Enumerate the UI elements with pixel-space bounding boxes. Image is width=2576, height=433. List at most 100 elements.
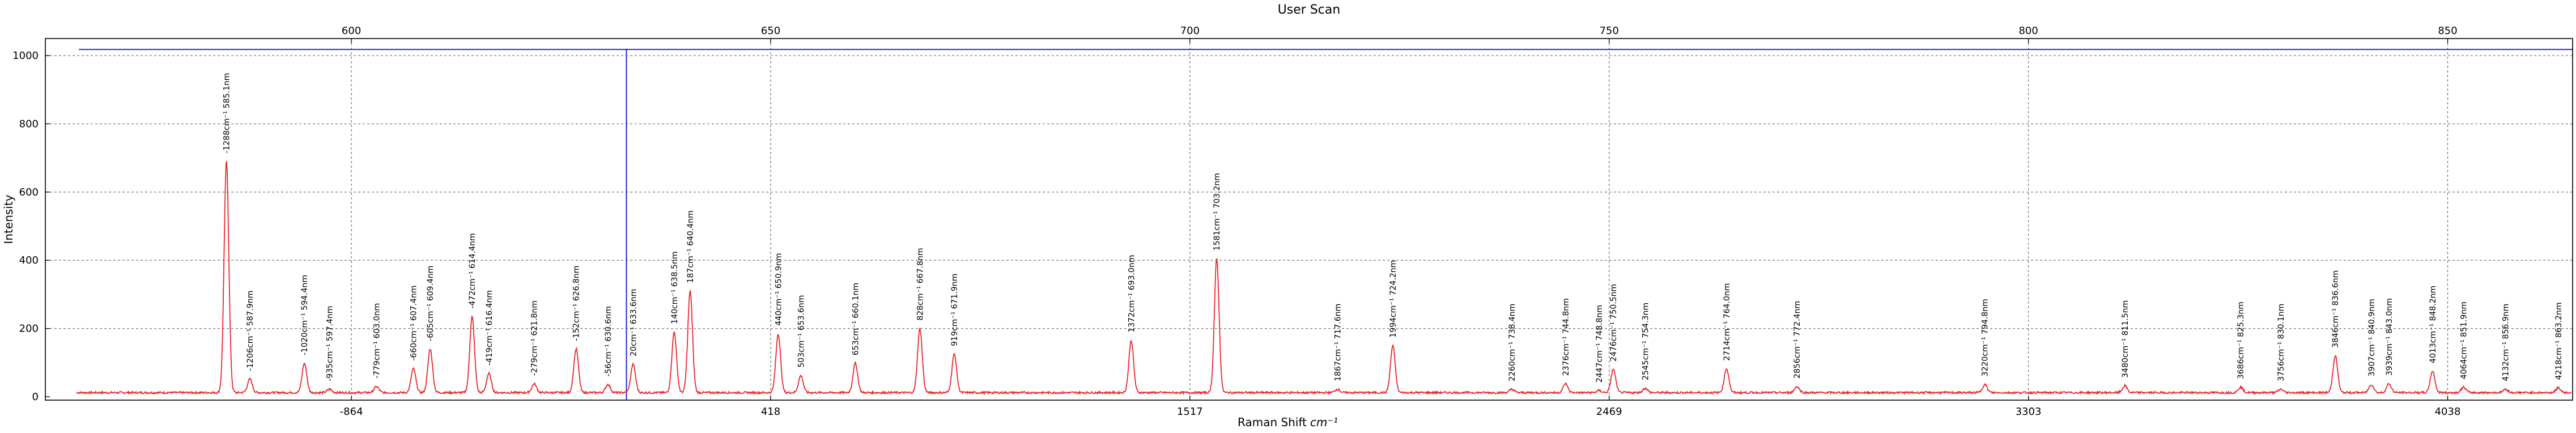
peak-label: 4132cm⁻¹ 856.9nm xyxy=(2502,304,2511,381)
peak-shift: 2856cm⁻¹ xyxy=(1793,337,1802,379)
peak-wavelength: 594.4nm xyxy=(300,275,309,311)
peak-wavelength: 772.4nm xyxy=(1793,301,1802,337)
bottom-axis-tick-label: 3303 xyxy=(2016,406,2042,418)
peak-wavelength: 825.3nm xyxy=(2237,302,2246,337)
peak-label: 2545cm⁻¹ 754.3nm xyxy=(1641,303,1650,380)
peak-shift: 3480cm⁻¹ xyxy=(2121,336,2130,377)
peak-shift: 2476cm⁻¹ xyxy=(1609,319,1618,361)
peak-wavelength: 840.9nm xyxy=(2367,299,2377,334)
peak-label: 20cm⁻¹ 633.6nm xyxy=(629,289,638,356)
peak-label: -472cm⁻¹ 614.4nm xyxy=(468,233,477,308)
peak-label: 1867cm⁻¹ 717.6nm xyxy=(1333,304,1342,381)
peak-shift: 140cm⁻¹ xyxy=(670,287,679,324)
peak-shift: -152cm⁻¹ xyxy=(572,301,581,341)
x-axis-label: Raman Shift xyxy=(1238,415,1307,429)
peak-wavelength: 633.6nm xyxy=(629,289,638,325)
peak-shift: 3686cm⁻¹ xyxy=(2237,337,2246,379)
peak-shift: -1288cm⁻¹ xyxy=(223,108,232,153)
top-axis-tick-label: 600 xyxy=(342,25,361,37)
peak-label: 2447cm⁻¹ 748.8nm xyxy=(1595,305,1604,383)
peak-label: 187cm⁻¹ 640.4nm xyxy=(686,210,695,283)
peak-label: 3846cm⁻¹ 836.6nm xyxy=(2331,270,2340,348)
peak-shift: -419cm⁻¹ xyxy=(485,325,494,366)
peak-wavelength: 703.2nm xyxy=(1213,173,1222,209)
peak-label: 1372cm⁻¹ 693.0nm xyxy=(1127,255,1136,333)
y-axis-label: Intensity xyxy=(2,194,15,244)
peak-label: 3939cm⁻¹ 843.0nm xyxy=(2385,298,2394,376)
peak-wavelength: 630.6nm xyxy=(604,306,613,342)
peak-wavelength: 851.9nm xyxy=(2460,302,2469,337)
peak-shift: 3939cm⁻¹ xyxy=(2385,334,2394,376)
peak-wavelength: 650.9nm xyxy=(774,253,783,289)
peak-label: 3686cm⁻¹ 825.3nm xyxy=(2237,302,2246,379)
peak-shift: -279cm⁻¹ xyxy=(530,336,539,376)
bottom-axis-tick-label: 418 xyxy=(761,406,780,418)
peak-wavelength: 671.9nm xyxy=(950,274,959,309)
bottom-axis-tick-label: 1517 xyxy=(1177,406,1203,418)
peak-shift: 4064cm⁻¹ xyxy=(2460,337,2469,379)
peak-label: -1206cm⁻¹ 587.9nm xyxy=(246,291,255,371)
peak-shift: 3220cm⁻¹ xyxy=(1981,334,1990,376)
peak-shift: 2447cm⁻¹ xyxy=(1595,341,1604,383)
peak-wavelength: 609.4nm xyxy=(426,266,435,302)
peak-wavelength: 616.4nm xyxy=(485,290,494,326)
y-axis-tick-label: 400 xyxy=(19,254,39,266)
peak-wavelength: 717.6nm xyxy=(1333,304,1342,339)
peak-wavelength: 738.4nm xyxy=(1508,304,1517,339)
peak-labels: -1288cm⁻¹ 585.1nm -1206cm⁻¹ 587.9nm -1020c… xyxy=(223,73,2564,383)
peak-label: 503cm⁻¹ 653.6nm xyxy=(797,295,806,368)
peak-shift: 2260cm⁻¹ xyxy=(1508,339,1517,381)
bottom-axis-tick-label: 2469 xyxy=(1596,406,1622,418)
peak-shift: 919cm⁻¹ xyxy=(950,309,959,346)
peak-wavelength: 638.5nm xyxy=(670,252,679,287)
peak-label: 3907cm⁻¹ 840.9nm xyxy=(2367,299,2377,376)
peak-wavelength: 848.2nm xyxy=(2429,286,2438,321)
peak-wavelength: 830.1nm xyxy=(2277,304,2286,339)
peak-wavelength: 794.8nm xyxy=(1981,299,1990,334)
peak-label: 828cm⁻¹ 667.8nm xyxy=(916,248,925,320)
bottom-axis-tick-label: 4038 xyxy=(2435,406,2461,418)
peak-wavelength: 660.1nm xyxy=(851,283,860,319)
peak-label: 3220cm⁻¹ 794.8nm xyxy=(1981,299,1990,376)
peak-label: 140cm⁻¹ 638.5nm xyxy=(670,252,679,324)
peak-wavelength: 587.9nm xyxy=(246,291,255,326)
peak-shift: -779cm⁻¹ xyxy=(373,338,382,379)
y-axis-tick-label: 800 xyxy=(19,118,39,130)
top-axis-tick-label: 750 xyxy=(1600,25,1619,37)
peak-label: 4218cm⁻¹ 863.2nm xyxy=(2554,302,2564,380)
peak-shift: 187cm⁻¹ xyxy=(686,246,695,283)
chart-title: User Scan xyxy=(1278,3,1341,17)
peak-shift: 4132cm⁻¹ xyxy=(2502,339,2511,381)
peak-wavelength: 748.8nm xyxy=(1595,305,1604,341)
peak-wavelength: 693.0nm xyxy=(1127,255,1136,291)
bottom-axis-tick-label: -864 xyxy=(340,406,363,418)
peak-wavelength: 724.2nm xyxy=(1389,260,1398,296)
peak-label: 440cm⁻¹ 650.9nm xyxy=(774,253,783,326)
peak-shift: 2714cm⁻¹ xyxy=(1723,319,1732,360)
peak-wavelength: 744.8nm xyxy=(1562,298,1571,334)
peak-shift: 3846cm⁻¹ xyxy=(2331,305,2340,347)
peak-shift: 2376cm⁻¹ xyxy=(1562,334,1571,376)
y-axis-tick-label: 0 xyxy=(32,391,39,403)
peak-label: 3480cm⁻¹ 811.5nm xyxy=(2121,300,2130,378)
peak-label: 2856cm⁻¹ 772.4nm xyxy=(1793,301,1802,379)
peak-label: 2476cm⁻¹ 750.5nm xyxy=(1609,284,1618,362)
peak-shift: -1206cm⁻¹ xyxy=(246,326,255,371)
peak-shift: 828cm⁻¹ xyxy=(916,283,925,321)
top-axis-tick-label: 650 xyxy=(761,25,780,37)
peak-shift: -660cm⁻¹ xyxy=(410,321,419,361)
peak-shift: -935cm⁻¹ xyxy=(326,341,335,381)
axis-ticks: 600 650 700 750 800 850 -864 418 1517 2469 3303 403… xyxy=(12,25,2460,418)
peak-shift: 20cm⁻¹ xyxy=(629,324,638,356)
peak-wavelength: 754.3nm xyxy=(1641,303,1650,338)
peak-label: 3756cm⁻¹ 830.1nm xyxy=(2277,304,2286,381)
peak-wavelength: 653.6nm xyxy=(797,295,806,331)
peak-wavelength: 750.5nm xyxy=(1609,284,1618,320)
peak-wavelength: 585.1nm xyxy=(223,73,232,109)
spectrum-line xyxy=(76,161,2572,396)
peak-label: 2376cm⁻¹ 744.8nm xyxy=(1562,298,1571,376)
peak-label: 653cm⁻¹ 660.1nm xyxy=(851,283,860,355)
x-axis-unit: cm⁻¹ xyxy=(1310,415,1338,429)
peak-label: -419cm⁻¹ 616.4nm xyxy=(485,290,494,366)
